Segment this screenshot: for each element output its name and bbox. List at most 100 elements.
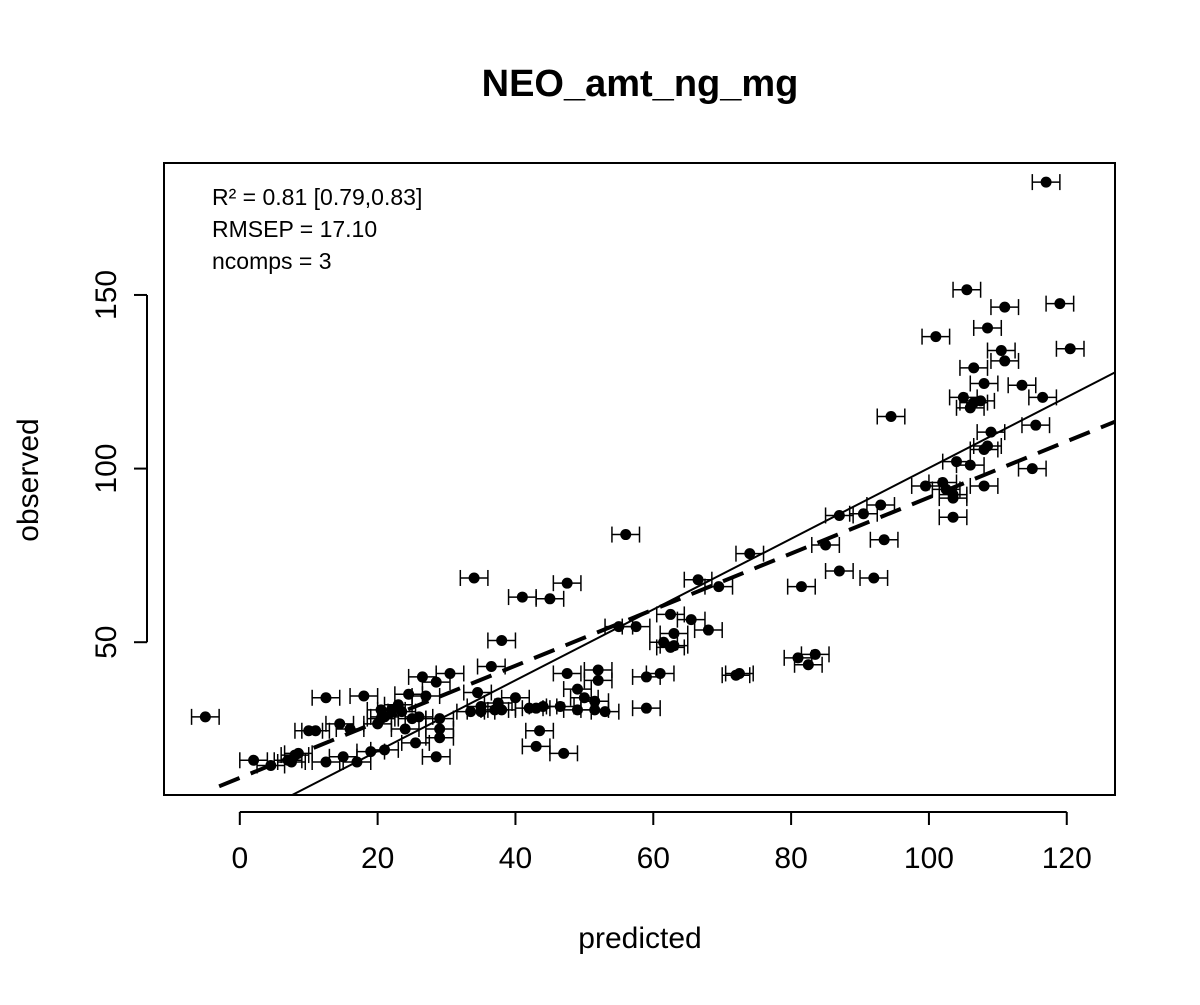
data-point (786, 578, 816, 595)
data-point (921, 328, 951, 345)
point-marker (351, 756, 363, 768)
point-marker (434, 723, 446, 735)
x-tick-label: 20 (361, 842, 394, 875)
point-marker (509, 692, 521, 704)
data-point (190, 708, 220, 725)
data-point (425, 729, 455, 746)
data-point (411, 688, 441, 705)
data-point (645, 665, 675, 682)
point-marker (999, 301, 1011, 313)
y-tick-label: 100 (90, 444, 123, 494)
point-marker (1037, 391, 1049, 403)
point-marker (496, 634, 508, 646)
data-point (1028, 389, 1058, 406)
dashed-fit-line (218, 419, 1116, 789)
point-marker (947, 489, 959, 501)
data-point (969, 375, 999, 392)
data-point (990, 299, 1020, 316)
annotation-text: ncomps = 3 (212, 248, 332, 274)
data-point (611, 526, 641, 543)
point-marker (320, 692, 332, 704)
point-marker (592, 664, 604, 676)
data-point (521, 738, 551, 755)
data-point (910, 477, 941, 494)
data-point (621, 618, 651, 635)
plot-frame (163, 162, 1116, 796)
data-point (421, 748, 451, 765)
data-point (655, 606, 686, 623)
data-point (704, 578, 734, 595)
data-point (562, 681, 593, 698)
data-point (693, 622, 723, 639)
point-marker (620, 529, 632, 541)
point-marker (558, 747, 570, 759)
point-marker (930, 331, 942, 343)
point-marker (399, 723, 411, 735)
data-point (659, 625, 689, 642)
point-marker (820, 539, 832, 551)
data-point (435, 665, 465, 682)
x-axis: 0 20 40 60 80 100 120 (231, 811, 1092, 875)
data-point (811, 536, 841, 553)
annotation-text: R² = 0.81 [0.79,0.83] (212, 184, 422, 210)
point-marker (571, 683, 583, 695)
point-marker (430, 751, 442, 763)
identity-line (291, 371, 1116, 796)
data-point (552, 575, 582, 592)
data-point (972, 438, 1003, 455)
point-marker (358, 690, 370, 702)
point-marker (713, 581, 725, 593)
data-point (938, 486, 968, 503)
x-tick-label: 120 (1042, 842, 1092, 875)
point-marker (961, 284, 973, 296)
point-marker (878, 534, 890, 546)
point-marker (599, 706, 611, 718)
data-point (459, 569, 489, 586)
point-marker (1064, 343, 1076, 355)
point-marker (310, 725, 322, 737)
point-marker (434, 713, 446, 725)
point-marker (420, 690, 432, 702)
point-marker (640, 702, 652, 714)
data-point (301, 722, 331, 739)
stats-annotations: R² = 0.81 [0.79,0.83] RMSEP = 17.10 ncomps… (212, 184, 422, 274)
point-marker (485, 661, 497, 673)
point-marker (744, 548, 756, 560)
data-point (369, 741, 400, 758)
point-marker (534, 725, 546, 737)
data-point (283, 745, 313, 762)
data-point (1045, 295, 1075, 312)
data-point (549, 745, 579, 762)
point-marker (630, 621, 642, 633)
data-point (969, 477, 999, 494)
point-marker (292, 747, 304, 759)
data-point (866, 497, 896, 514)
point-marker (1016, 379, 1028, 391)
x-tick-label: 40 (499, 842, 532, 875)
x-tick-label: 60 (637, 842, 670, 875)
point-marker (995, 345, 1007, 357)
data-point (349, 688, 379, 705)
data-point (552, 665, 582, 682)
point-marker (802, 659, 814, 671)
y-axis: 50 100 150 (90, 270, 148, 659)
point-marker (496, 704, 508, 716)
data-point (986, 342, 1016, 359)
fit-lines (218, 371, 1116, 796)
point-marker (668, 628, 680, 640)
data-point (404, 708, 434, 725)
data-point (683, 571, 713, 588)
point-marker (592, 674, 604, 686)
point-marker (702, 624, 714, 636)
data-point (1055, 340, 1085, 357)
point-marker (968, 362, 980, 374)
annotation-text: RMSEP = 17.10 (212, 216, 377, 242)
data-point (990, 352, 1020, 369)
point-marker (733, 667, 745, 679)
point-marker (561, 667, 573, 679)
point-marker (885, 410, 897, 422)
point-marker (982, 440, 994, 452)
point-marker (516, 591, 528, 603)
data-point (869, 531, 899, 548)
